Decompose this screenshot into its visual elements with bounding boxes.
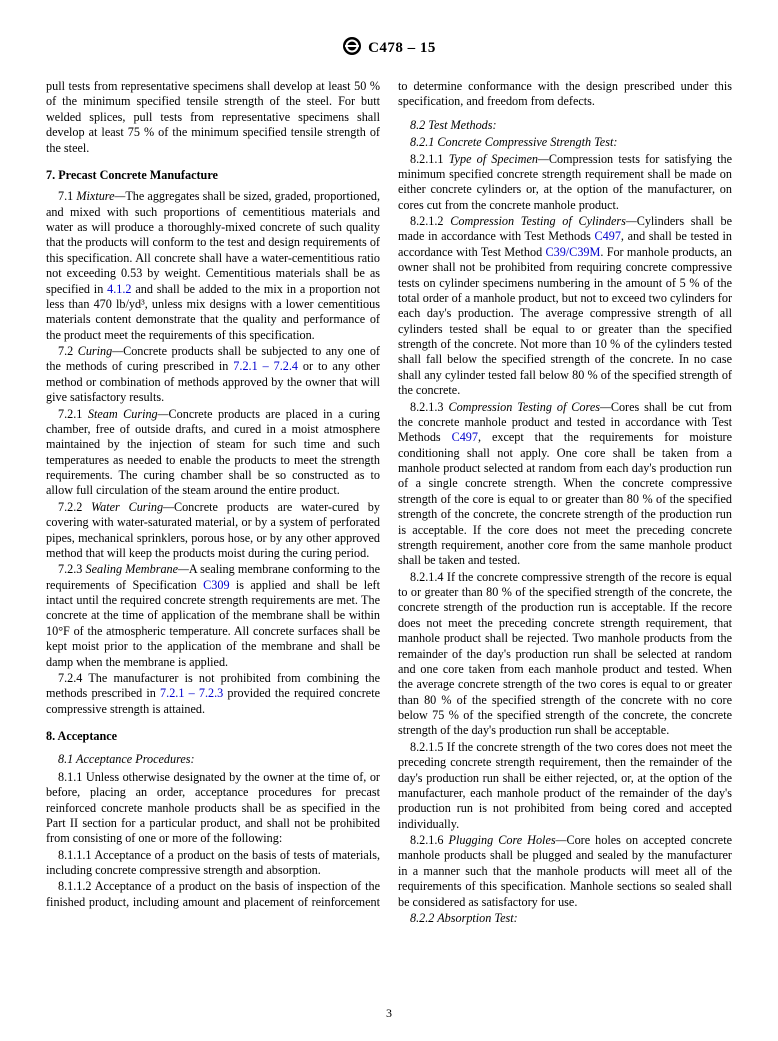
para-8.2.1.2: 8.2.1.2 Compression Testing of Cylinders… bbox=[398, 214, 732, 399]
astm-logo bbox=[342, 36, 362, 61]
para-continued: pull tests from representative specimens… bbox=[46, 79, 380, 156]
para-8.2.1.6: 8.2.1.6 Plugging Core Holes—Core holes o… bbox=[398, 833, 732, 910]
para-7.2: 7.2 Curing—Concrete products shall be su… bbox=[46, 344, 380, 406]
para-8.2.1.5: 8.2.1.5 If the concrete strength of the … bbox=[398, 740, 732, 832]
ref-C309[interactable]: C309 bbox=[203, 578, 229, 592]
para-8.2.1.4: 8.2.1.4 If the concrete compressive stre… bbox=[398, 570, 732, 739]
para-8.2: 8.2 Test Methods: bbox=[398, 118, 732, 133]
standard-number: C478 – 15 bbox=[368, 40, 436, 56]
para-8.2.2: 8.2.2 Absorption Test: bbox=[398, 911, 732, 926]
para-7.1: 7.1 Mixture—The aggregates shall be size… bbox=[46, 189, 380, 343]
para-7.2.2: 7.2.2 Water Curing—Concrete products are… bbox=[46, 500, 380, 562]
page-header: C478 – 15 bbox=[46, 36, 732, 61]
para-8.2.1: 8.2.1 Concrete Compressive Strength Test… bbox=[398, 135, 732, 150]
ref-7.2.1-7.2.4[interactable]: 7.2.1 – 7.2.4 bbox=[233, 359, 298, 373]
para-7.2.4: 7.2.4 The manufacturer is not prohibited… bbox=[46, 671, 380, 717]
para-8.1: 8.1 Acceptance Procedures: bbox=[46, 752, 380, 767]
ref-7.2.1-7.2.3[interactable]: 7.2.1 – 7.2.3 bbox=[160, 686, 223, 700]
body-text: pull tests from representative specimens… bbox=[46, 79, 732, 926]
ref-C39[interactable]: C39/C39M bbox=[545, 245, 600, 259]
page-number: 3 bbox=[386, 1006, 392, 1020]
para-8.1.1.1: 8.1.1.1 Acceptance of a product on the b… bbox=[46, 848, 380, 879]
para-7.2.3: 7.2.3 Sealing Membrane—A sealing membran… bbox=[46, 562, 380, 670]
ref-C497-a[interactable]: C497 bbox=[595, 229, 621, 243]
ref-C497-b[interactable]: C497 bbox=[452, 430, 478, 444]
section-7-heading: 7. Precast Concrete Manufacture bbox=[46, 168, 380, 183]
page: C478 – 15 pull tests from representative… bbox=[0, 0, 778, 1041]
page-footer: 3 bbox=[0, 1006, 778, 1021]
section-8-heading: 8. Acceptance bbox=[46, 729, 380, 744]
ref-4.1.2[interactable]: 4.1.2 bbox=[107, 282, 131, 296]
para-8.2.1.3: 8.2.1.3 Compression Testing of Cores—Cor… bbox=[398, 400, 732, 569]
para-8.2.1.1: 8.2.1.1 Type of Specimen—Compression tes… bbox=[398, 152, 732, 214]
para-8.1.1: 8.1.1 Unless otherwise designated by the… bbox=[46, 770, 380, 847]
para-7.2.1: 7.2.1 Steam Curing—Concrete products are… bbox=[46, 407, 380, 499]
